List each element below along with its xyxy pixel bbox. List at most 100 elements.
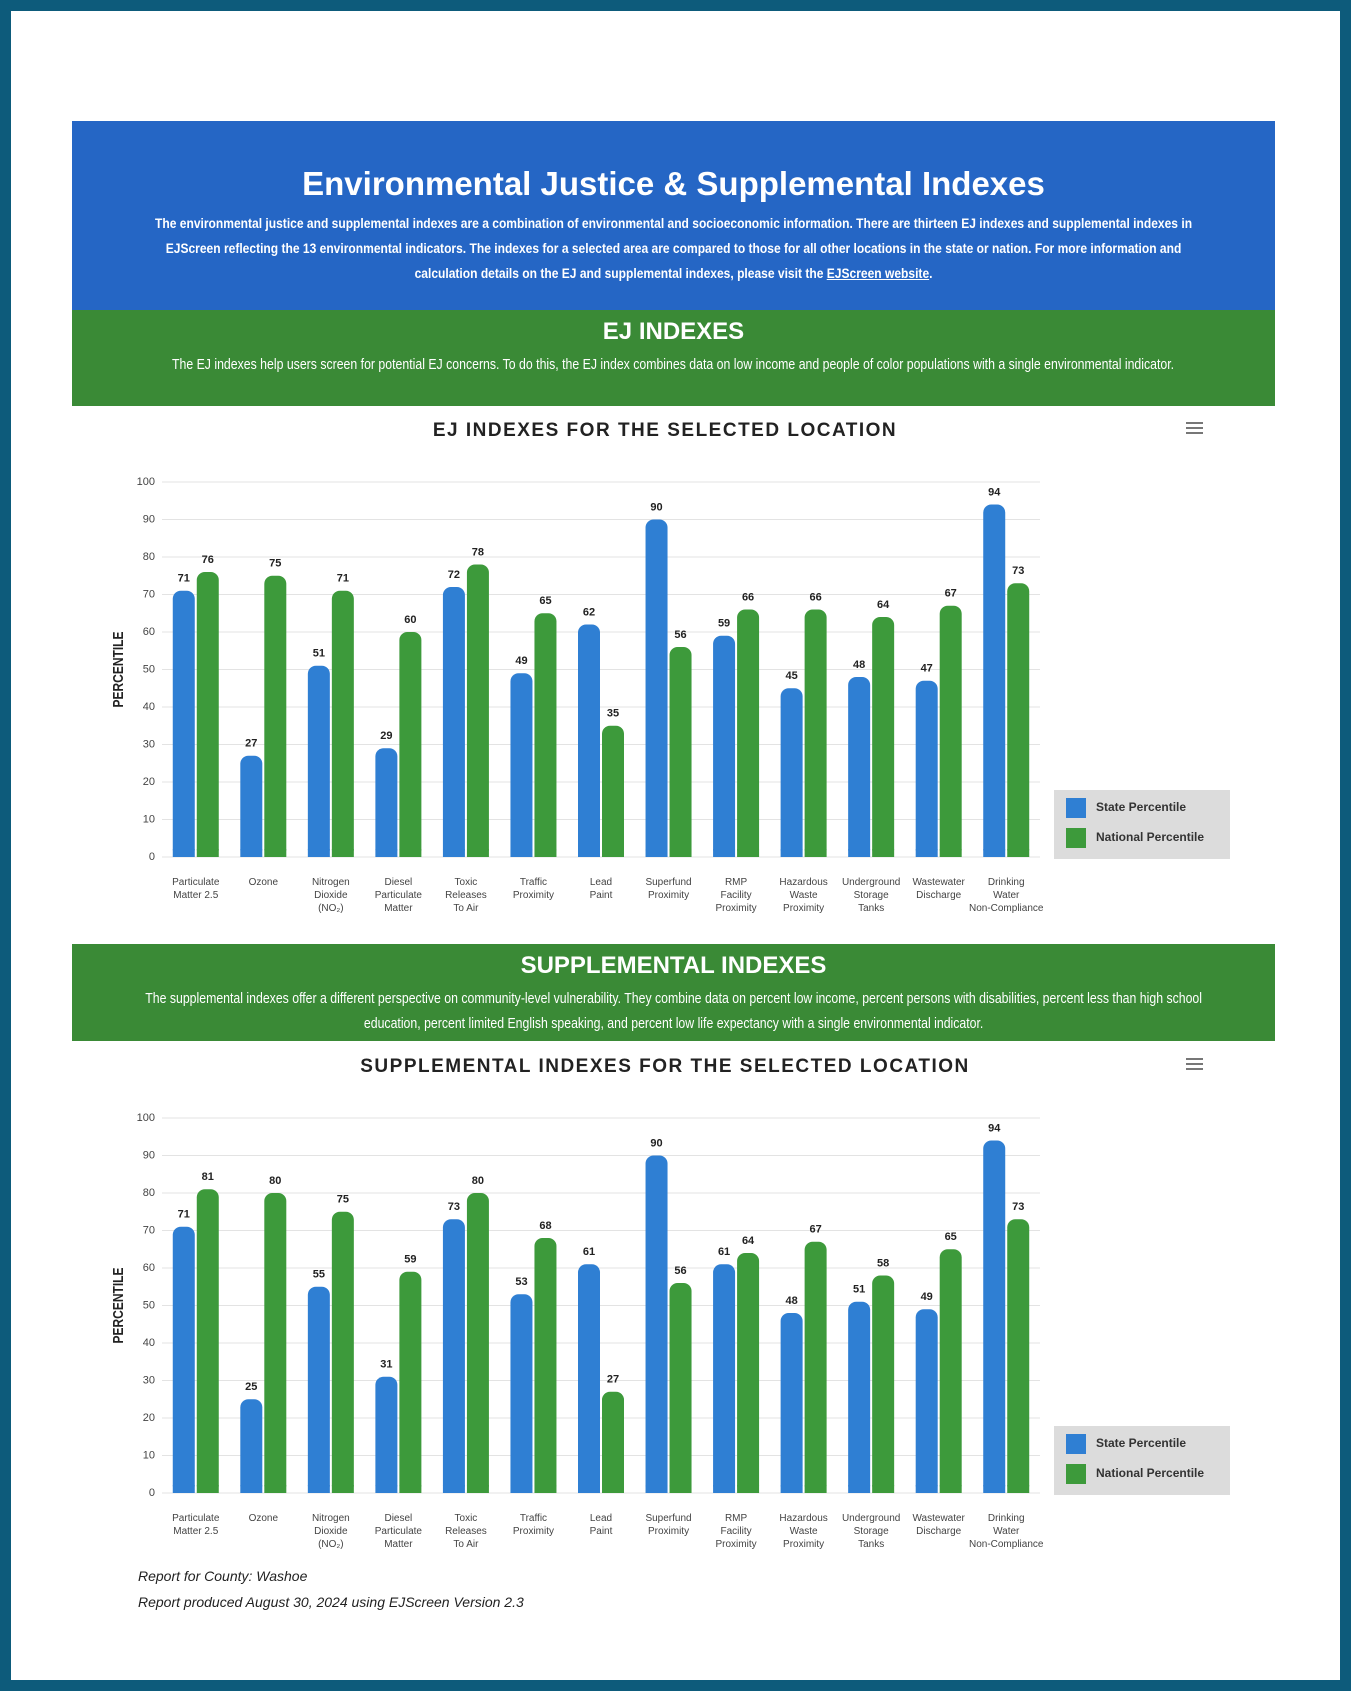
- bar-base: [669, 849, 692, 857]
- y-tick-label: 30: [143, 1374, 155, 1386]
- bar-base: [780, 849, 803, 857]
- bar: [240, 755, 263, 857]
- bar: [442, 1219, 465, 1493]
- bar: [780, 688, 803, 857]
- x-tick-label: Nitrogen Dioxide (NO₂): [311, 877, 350, 914]
- bar: [737, 609, 760, 857]
- y-tick-label: 100: [137, 476, 155, 488]
- bar-base: [713, 849, 736, 857]
- y-tick-label: 10: [143, 1449, 155, 1461]
- bar-base: [399, 1485, 422, 1493]
- data-label: 76: [202, 554, 214, 566]
- x-tick-label: Toxic Releases To Air: [445, 877, 487, 914]
- data-label: 80: [472, 1175, 484, 1187]
- legend-swatch: [1066, 828, 1086, 848]
- bar: [983, 504, 1006, 857]
- x-tick-label: Hazardous Waste Proximity: [779, 877, 828, 914]
- data-label: 56: [674, 629, 686, 641]
- footer-county: Report for County: Washoe: [138, 1568, 308, 1584]
- data-label: 47: [921, 663, 933, 675]
- y-tick-label: 0: [149, 1487, 155, 1499]
- bar-base: [307, 1485, 330, 1493]
- bar-base: [939, 1485, 962, 1493]
- bar: [510, 673, 533, 857]
- data-label: 59: [718, 618, 730, 630]
- bar-base: [466, 1485, 489, 1493]
- bar: [645, 1155, 668, 1493]
- bar: [172, 590, 195, 857]
- data-label: 48: [785, 1295, 797, 1307]
- x-tick-label: Nitrogen Dioxide (NO₂): [311, 1513, 350, 1550]
- bar: [534, 613, 557, 857]
- y-tick-label: 60: [143, 1262, 155, 1274]
- menu-icon[interactable]: [1186, 422, 1203, 434]
- y-tick-label: 50: [143, 663, 155, 675]
- footer-produced: Report produced August 30, 2024 using EJ…: [138, 1594, 524, 1610]
- bar: [939, 1249, 962, 1493]
- bar-base: [1007, 1485, 1030, 1493]
- y-tick-label: 80: [143, 551, 155, 563]
- data-label: 71: [178, 1209, 190, 1221]
- data-label: 64: [877, 599, 890, 611]
- x-tick-label: Particulate Matter 2.5: [172, 1513, 220, 1537]
- bar-base: [804, 849, 827, 857]
- x-tick-label: Ozone: [248, 877, 279, 888]
- ej-band: EJ INDEXES The EJ indexes help users scr…: [72, 310, 1275, 406]
- menu-icon[interactable]: [1186, 1058, 1203, 1070]
- bar: [713, 1264, 736, 1493]
- y-tick-label: 10: [143, 813, 155, 825]
- bar-base: [939, 849, 962, 857]
- bar-base: [645, 1485, 668, 1493]
- data-label: 51: [313, 648, 325, 660]
- x-tick-label: Toxic Releases To Air: [445, 1513, 487, 1550]
- bar-base: [915, 849, 938, 857]
- description-end: .: [929, 265, 933, 281]
- bar: [534, 1238, 557, 1493]
- supplemental-title: SUPPLEMENTAL INDEXES: [520, 952, 827, 979]
- data-label: 90: [650, 501, 662, 513]
- y-tick-label: 0: [149, 851, 155, 863]
- x-tick-label: Traffic Proximity: [512, 1513, 555, 1537]
- ejscreen-link[interactable]: EJScreen website: [826, 265, 930, 281]
- data-label: 71: [337, 573, 349, 585]
- bar: [915, 680, 938, 857]
- bar: [466, 1193, 489, 1493]
- bar: [307, 665, 330, 857]
- bar: [196, 1189, 219, 1493]
- x-tick-label: Wastewater Discharge: [912, 1513, 965, 1537]
- data-label: 58: [877, 1257, 889, 1269]
- data-label: 49: [515, 655, 527, 667]
- legend-label: National Percentile: [1096, 830, 1204, 844]
- supplemental-band: SUPPLEMENTAL INDEXES The supplemental in…: [72, 944, 1275, 1041]
- y-tick-label: 70: [143, 588, 155, 600]
- bar-base: [510, 1485, 533, 1493]
- y-axis-title: PERCENTILE: [110, 632, 127, 708]
- data-label: 55: [313, 1269, 325, 1281]
- data-label: 65: [539, 595, 551, 607]
- data-label: 48: [853, 659, 865, 671]
- bar: [804, 1241, 827, 1493]
- x-tick-label: Ozone: [248, 1513, 279, 1524]
- x-tick-label: Diesel Particulate Matter: [374, 1513, 422, 1550]
- data-label: 27: [607, 1374, 619, 1386]
- data-label: 27: [245, 738, 257, 750]
- bar-base: [737, 1485, 760, 1493]
- data-label: 49: [921, 1291, 933, 1303]
- bar-base: [669, 1485, 692, 1493]
- bar: [848, 1301, 871, 1493]
- bar-base: [578, 849, 600, 857]
- bar: [804, 609, 827, 857]
- y-axis-title: PERCENTILE: [110, 1268, 127, 1344]
- bar-base: [645, 849, 668, 857]
- bar: [578, 624, 600, 857]
- bar-base: [804, 1485, 827, 1493]
- bar: [669, 647, 692, 857]
- data-label: 31: [380, 1359, 392, 1371]
- legend-swatch: [1066, 798, 1086, 818]
- bar-base: [534, 1485, 557, 1493]
- bar-base: [872, 849, 895, 857]
- data-label: 56: [674, 1265, 686, 1277]
- x-tick-label: Superfund Proximity: [645, 1513, 692, 1537]
- bar-base: [737, 849, 760, 857]
